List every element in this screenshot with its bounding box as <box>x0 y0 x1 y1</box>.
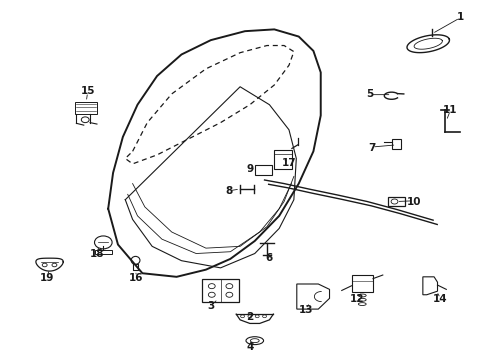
Circle shape <box>208 284 215 289</box>
Text: 17: 17 <box>282 158 296 168</box>
Circle shape <box>95 236 112 249</box>
Text: 19: 19 <box>40 273 54 283</box>
Text: 7: 7 <box>368 143 376 153</box>
Text: 8: 8 <box>226 186 233 197</box>
Circle shape <box>208 292 215 297</box>
Text: 5: 5 <box>366 89 373 99</box>
Text: 11: 11 <box>443 105 458 115</box>
Circle shape <box>248 315 252 318</box>
Text: 14: 14 <box>433 294 448 304</box>
Text: 1: 1 <box>456 12 464 22</box>
Text: 18: 18 <box>90 248 105 258</box>
Polygon shape <box>423 277 438 295</box>
Ellipse shape <box>246 337 264 345</box>
Circle shape <box>255 315 259 318</box>
Text: 15: 15 <box>80 86 95 96</box>
Circle shape <box>263 315 267 318</box>
Bar <box>388 197 405 206</box>
Text: 6: 6 <box>266 253 273 263</box>
Bar <box>95 249 112 254</box>
Polygon shape <box>297 284 330 309</box>
Circle shape <box>42 263 47 267</box>
Text: 3: 3 <box>207 301 215 311</box>
Bar <box>75 102 97 114</box>
Circle shape <box>81 117 89 123</box>
Circle shape <box>226 292 233 297</box>
Bar <box>202 279 239 302</box>
Text: 2: 2 <box>246 312 253 322</box>
Ellipse shape <box>250 339 259 343</box>
Ellipse shape <box>131 256 140 264</box>
Bar <box>274 149 292 169</box>
Text: 16: 16 <box>129 273 144 283</box>
Circle shape <box>391 199 398 204</box>
Bar <box>255 165 272 175</box>
Text: 4: 4 <box>246 342 253 352</box>
Text: 9: 9 <box>246 163 253 174</box>
Circle shape <box>226 284 233 289</box>
Circle shape <box>52 263 57 267</box>
Text: 10: 10 <box>406 197 421 207</box>
Bar <box>351 275 373 292</box>
Text: 13: 13 <box>299 305 313 315</box>
Circle shape <box>241 315 245 318</box>
Text: 12: 12 <box>350 294 365 304</box>
Bar <box>392 139 401 149</box>
